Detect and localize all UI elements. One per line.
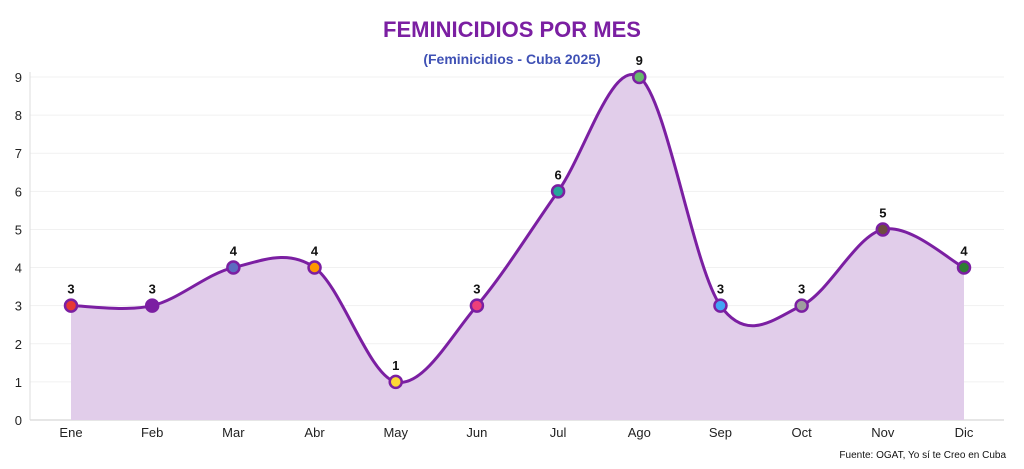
x-tick-label: Ago <box>628 425 651 440</box>
data-label: 9 <box>636 53 643 68</box>
chart-title: FEMINICIDIOS POR MES <box>383 17 641 42</box>
data-label: 3 <box>149 282 156 297</box>
area-fill <box>71 74 964 421</box>
data-label: 3 <box>67 282 74 297</box>
y-tick-label: 3 <box>15 299 22 314</box>
y-tick-label: 6 <box>15 184 22 199</box>
source-note: Fuente: OGAT, Yo sí te Creo en Cuba <box>839 450 1006 461</box>
data-label: 5 <box>879 205 886 220</box>
chart-subtitle: (Feminicidios - Cuba 2025) <box>423 51 600 67</box>
x-tick-label: Dic <box>955 425 974 440</box>
x-tick-label: Oct <box>792 425 813 440</box>
data-point <box>956 260 972 275</box>
x-tick-label: May <box>383 425 408 440</box>
data-label: 3 <box>798 282 805 297</box>
data-point <box>632 69 647 85</box>
data-label: 4 <box>960 244 968 259</box>
x-tick-label: Abr <box>304 425 325 440</box>
data-label: 3 <box>717 282 724 297</box>
x-tick-label: Sep <box>709 425 732 440</box>
data-label: 3 <box>473 282 480 297</box>
data-label: 4 <box>230 244 238 259</box>
x-tick-label: Nov <box>871 425 895 440</box>
data-label: 1 <box>392 358 399 373</box>
y-tick-label: 0 <box>15 413 22 428</box>
data-point <box>713 298 728 313</box>
data-point <box>307 260 322 275</box>
data-label: 6 <box>554 167 561 182</box>
y-tick-label: 8 <box>15 108 22 123</box>
x-tick-label: Jul <box>550 425 567 440</box>
y-tick-label: 7 <box>15 146 22 161</box>
data-point <box>875 222 891 237</box>
x-tick-label: Jun <box>466 425 487 440</box>
x-tick-label: Mar <box>222 425 245 440</box>
data-point <box>388 374 403 390</box>
data-point <box>144 298 160 313</box>
data-point <box>469 298 485 313</box>
y-tick-label: 9 <box>15 70 22 85</box>
x-tick-label: Ene <box>59 425 82 440</box>
data-label: 4 <box>311 244 319 259</box>
data-point <box>63 298 79 313</box>
data-point <box>794 298 809 313</box>
data-point <box>550 184 566 199</box>
y-tick-label: 2 <box>15 337 22 352</box>
y-tick-label: 4 <box>15 261 22 276</box>
y-tick-label: 5 <box>15 222 22 237</box>
y-tick-label: 1 <box>15 375 22 390</box>
x-tick-label: Feb <box>141 425 163 440</box>
data-point <box>226 260 241 275</box>
